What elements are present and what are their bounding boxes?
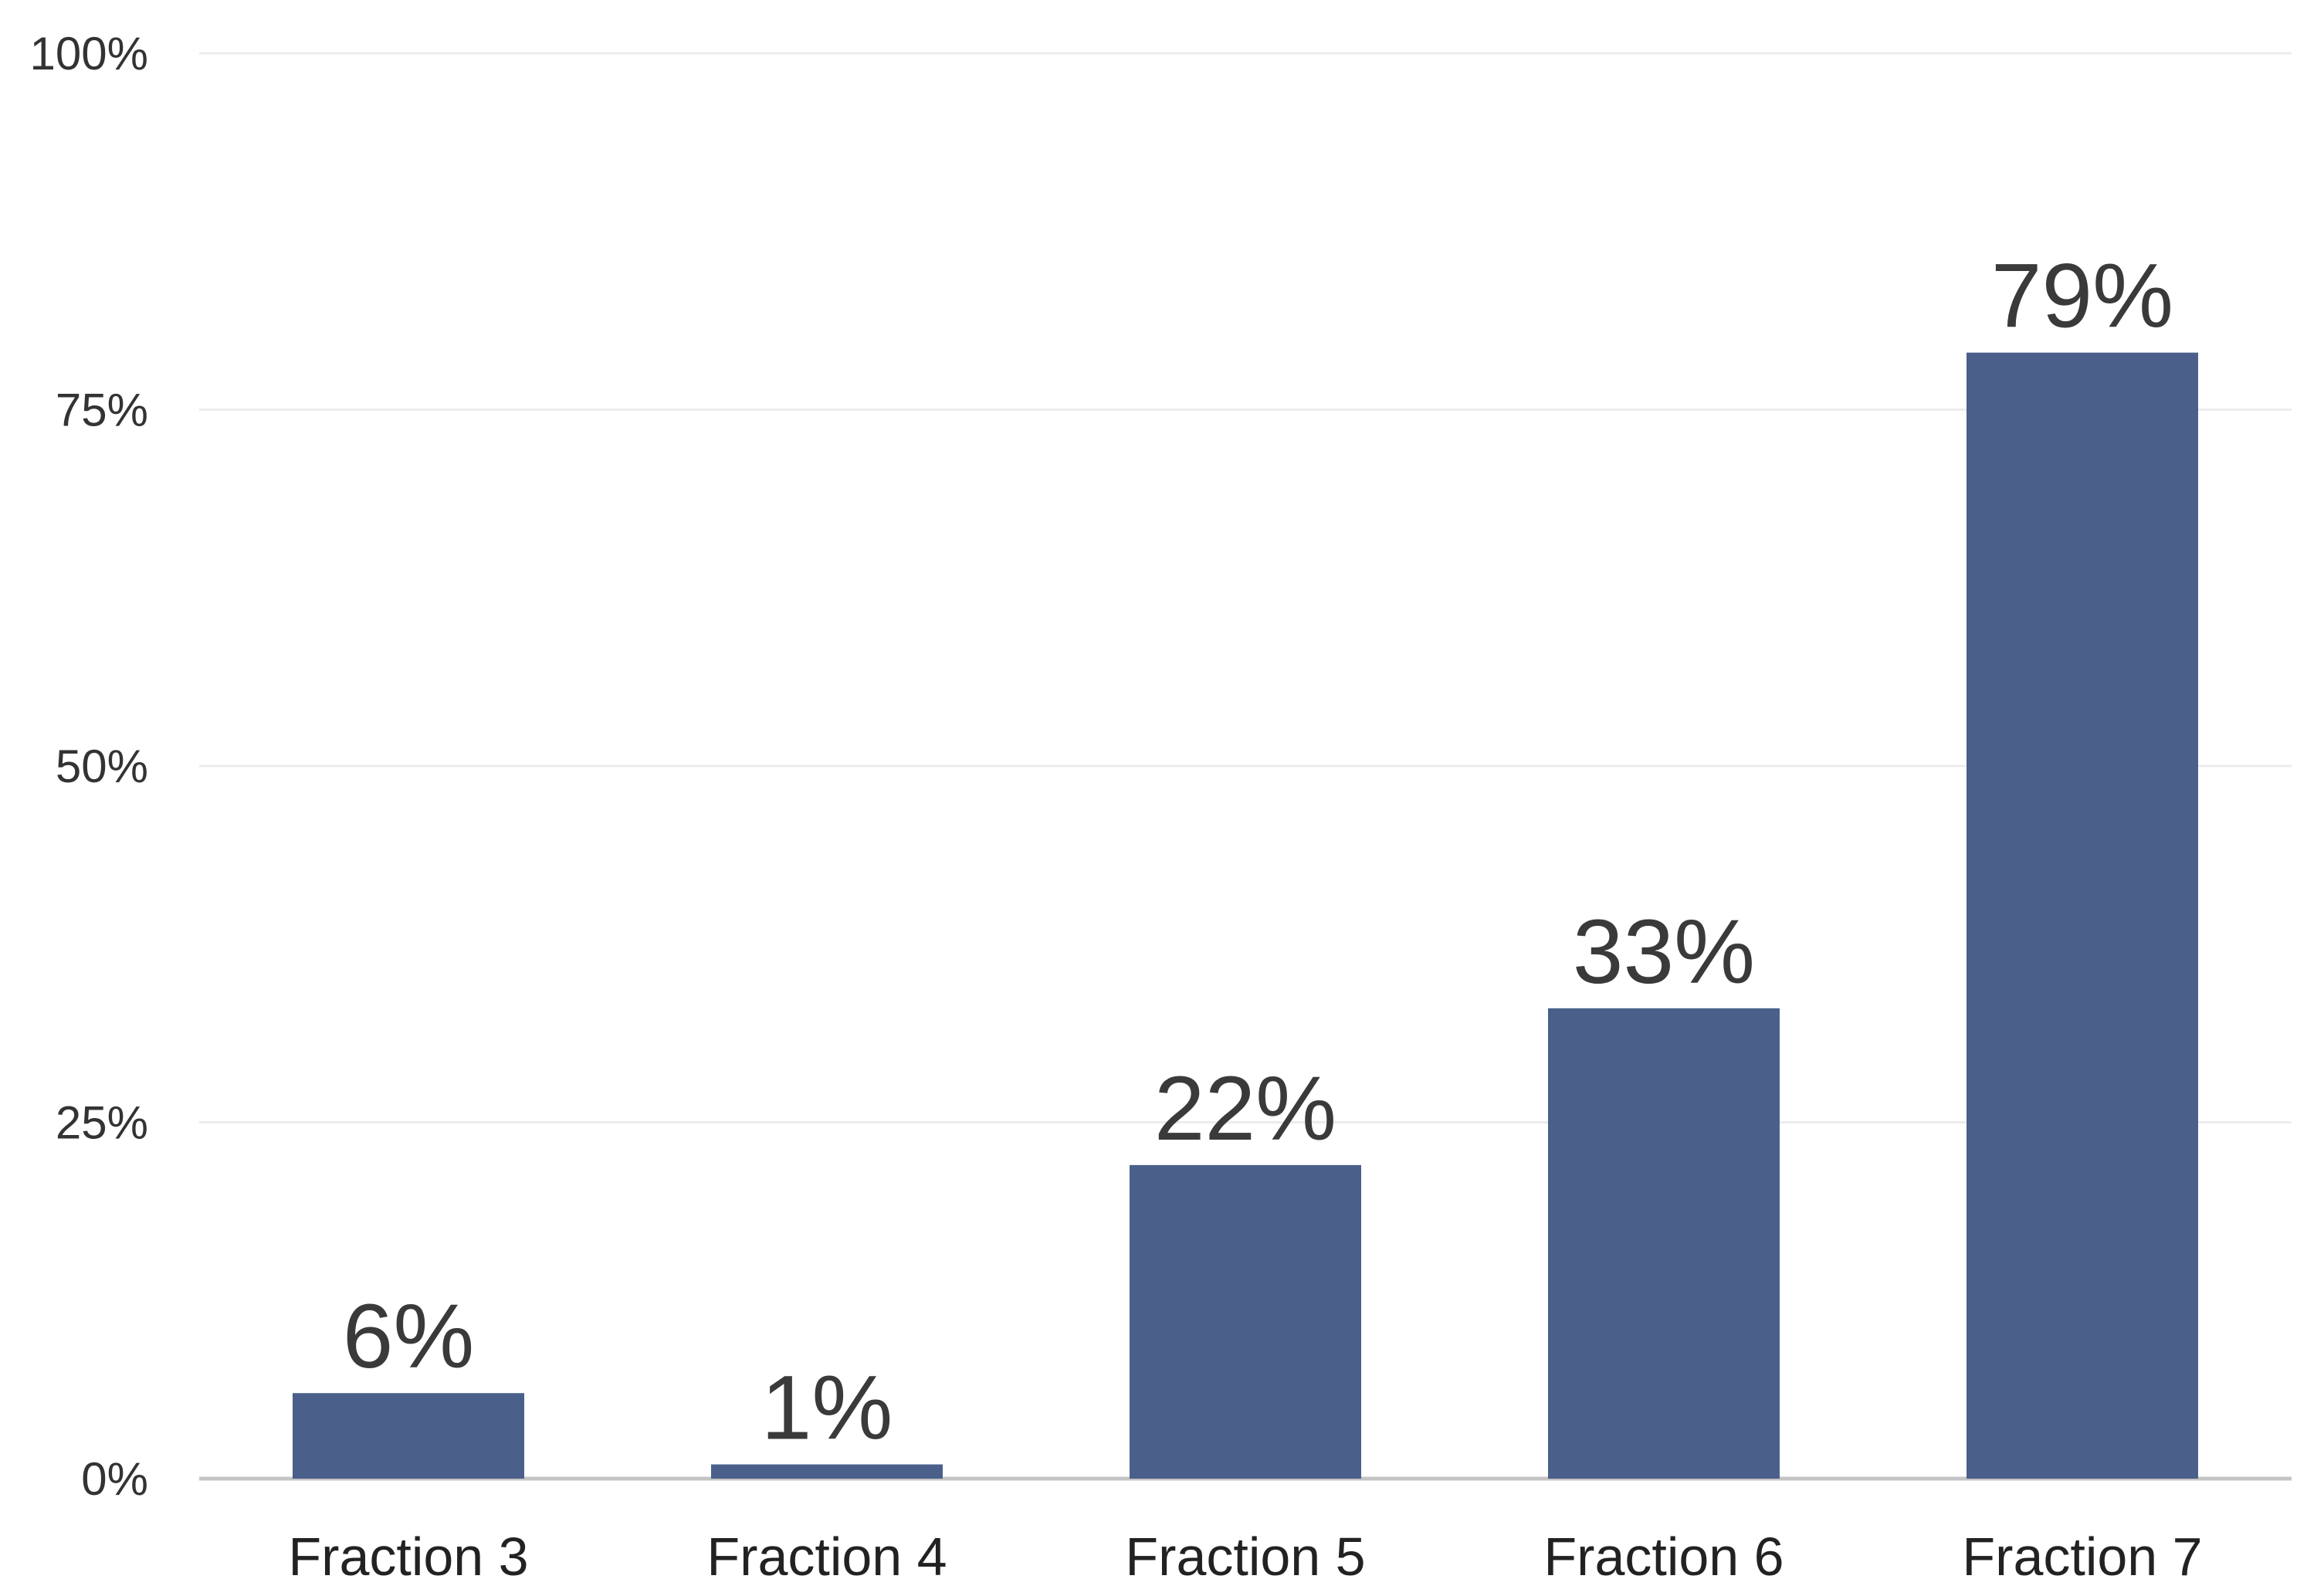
data-label: 33%	[1573, 901, 1755, 1003]
y-tick-label: 100%	[30, 28, 148, 80]
x-tick-label: Fraction 5	[1125, 1527, 1365, 1587]
data-label: 22%	[1154, 1058, 1336, 1160]
data-label: 1%	[761, 1357, 893, 1459]
bar-fraction-7	[1967, 352, 2198, 1479]
y-axis-ticks: 0% 25% 50% 75% 100%	[30, 28, 148, 1505]
x-tick-label: Fraction 7	[1962, 1527, 2202, 1587]
x-tick-label: Fraction 3	[288, 1527, 528, 1587]
x-tick-label: Fraction 4	[706, 1527, 947, 1587]
data-labels: 6% 1% 22% 33% 79%	[343, 246, 2173, 1459]
data-label: 79%	[1991, 246, 2173, 347]
bar-fraction-5	[1130, 1164, 1361, 1479]
bars	[293, 352, 2198, 1479]
y-tick-label: 25%	[56, 1097, 148, 1149]
y-tick-label: 0%	[81, 1453, 148, 1505]
bar-fraction-3	[293, 1393, 524, 1479]
x-tick-label: Fraction 6	[1543, 1527, 1784, 1587]
bar-fraction-6	[1548, 1008, 1780, 1479]
bar-fraction-4	[711, 1464, 943, 1479]
x-axis-ticks: Fraction 3 Fraction 4 Fraction 5 Fraction 6…	[288, 1527, 2202, 1587]
data-label: 6%	[343, 1286, 475, 1388]
y-tick-label: 50%	[56, 740, 148, 792]
y-tick-label: 75%	[56, 385, 148, 436]
